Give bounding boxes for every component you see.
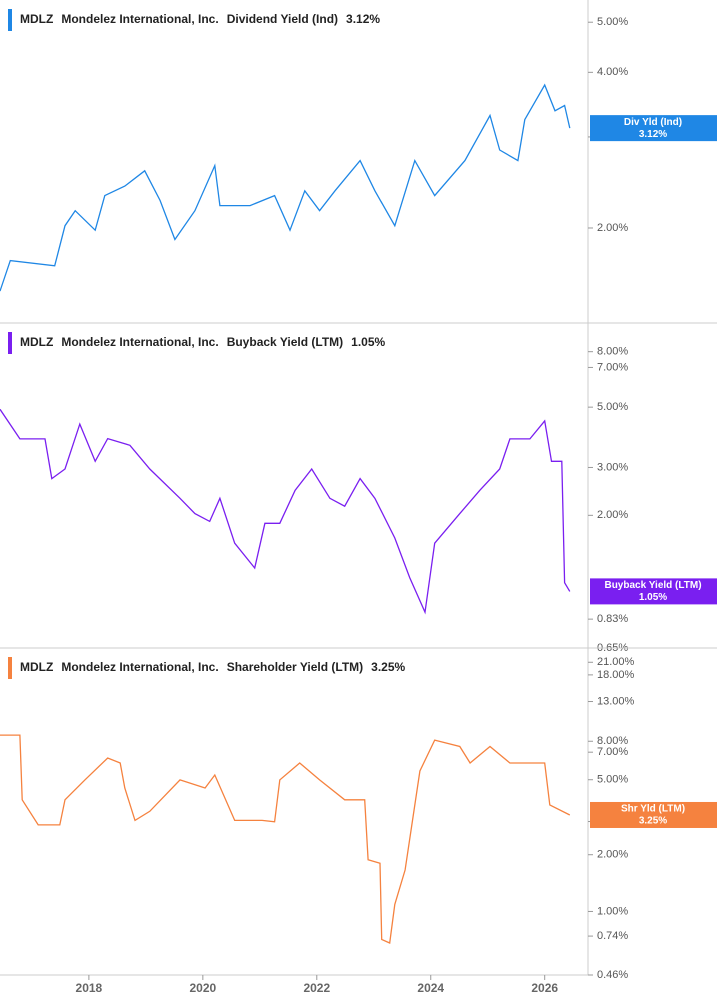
legend: MDLZ Mondelez International, Inc. Sharehol… [6,657,406,679]
value-tag [590,578,717,605]
value-tag-name: Buyback Yield (LTM) [604,580,701,591]
y-tick-label: 2.00% [597,222,628,234]
legend-text: MDLZ Mondelez International, Inc. Sharehol… [20,660,406,674]
legend-swatch [8,9,12,31]
data-line [0,734,571,944]
legend-swatch [8,657,12,679]
legend-part: MDLZ [20,12,53,26]
y-tick-label: 2.00% [597,849,628,861]
legend-text: MDLZ Mondelez International, Inc. Dividend… [20,12,380,26]
legend-part: Mondelez International, Inc. [61,660,218,674]
value-tag-value: 1.05% [639,592,667,603]
y-tick-label: 7.00% [597,361,628,373]
y-tick-label: 5.00% [597,401,628,413]
y-tick-label: 18.00% [597,669,635,681]
y-tick-label: 4.00% [597,66,628,78]
y-tick-label: 8.00% [597,346,628,358]
x-tick-label: 2026 [531,981,558,995]
legend-part: MDLZ [20,660,53,674]
value-tag-name: Shr Yld (LTM) [621,804,685,815]
value-tag-value: 3.12% [639,129,667,140]
legend-text: MDLZ Mondelez International, Inc. Buyback … [20,335,386,349]
y-tick-label: 5.00% [597,774,628,786]
legend-part: 3.12% [346,12,380,26]
legend: MDLZ Mondelez International, Inc. Dividend… [6,9,386,31]
y-tick-label: 0.46% [597,969,628,981]
y-tick-label: 21.00% [597,656,635,668]
y-tick-label: 0.74% [597,930,628,942]
legend-part: Dividend Yield (Ind) [227,12,338,26]
legend-part: Mondelez International, Inc. [61,335,218,349]
value-tag-name: Div Yld (Ind) [624,117,682,128]
data-line [0,408,571,615]
legend-box [6,9,386,31]
y-tick-label: 8.00% [597,735,628,747]
x-tick-label: 2018 [76,981,103,995]
legend: MDLZ Mondelez International, Inc. Buyback … [6,332,386,354]
legend-box [6,332,386,354]
legend-part: 3.25% [371,660,405,674]
y-tick-label: 1.00% [597,905,628,917]
x-tick-label: 2020 [189,981,216,995]
legend-swatch [8,332,12,354]
legend-part: Shareholder Yield (LTM) [227,660,363,674]
value-tag [590,801,717,828]
legend-part: 1.05% [351,335,385,349]
value-tag [590,115,717,142]
y-tick-label: 7.00% [597,746,628,758]
y-tick-label: 2.00% [597,509,628,521]
legend-part: Buyback Yield (LTM) [227,335,343,349]
value-tag-value: 3.25% [639,816,667,827]
y-tick-label: 13.00% [597,695,635,707]
y-tick-label: 0.83% [597,613,628,625]
x-tick-label: 2022 [303,981,330,995]
y-tick-label: 3.00% [597,461,628,473]
x-tick-label: 2024 [417,981,444,995]
legend-box [6,657,386,679]
legend-part: MDLZ [20,335,53,349]
legend-part: Mondelez International, Inc. [61,12,218,26]
y-tick-label: 5.00% [597,16,628,28]
data-line [0,83,571,292]
